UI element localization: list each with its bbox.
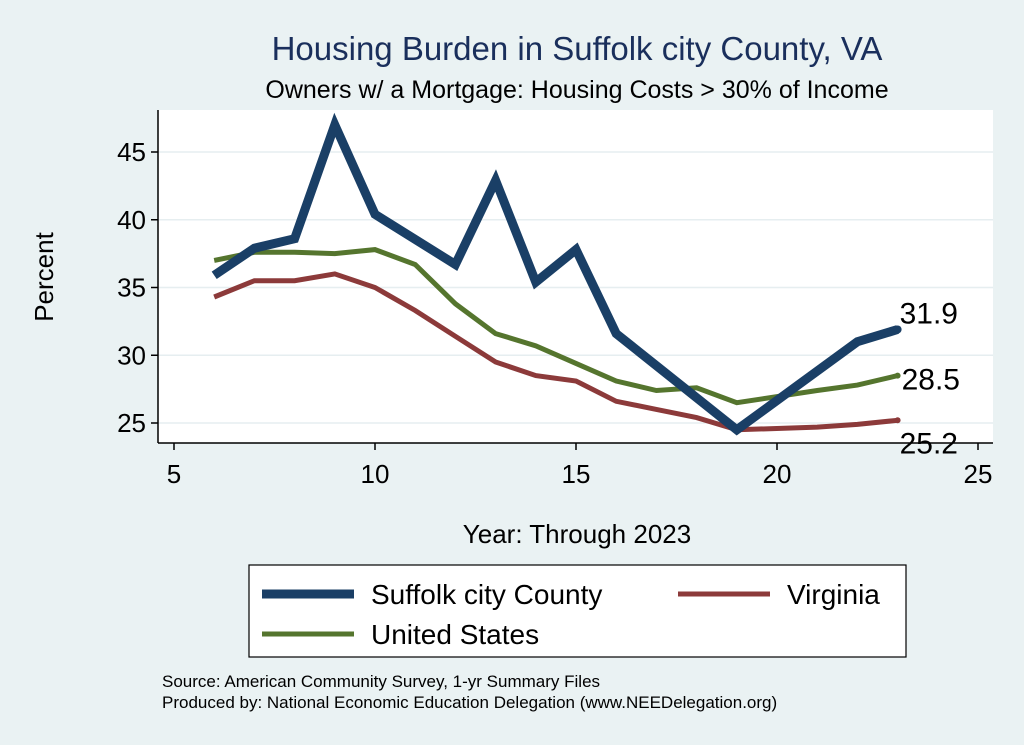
y-tick-label: 30 (117, 340, 146, 370)
series-line-united-states (213, 247, 899, 406)
y-tick-label: 40 (117, 205, 146, 235)
legend-label: United States (371, 619, 539, 650)
end-value-label: 28.5 (902, 364, 960, 397)
chart-title: Housing Burden in Suffolk city County, V… (272, 30, 883, 67)
y-tick-label: 45 (117, 137, 146, 167)
end-value-label: 25.2 (900, 427, 958, 460)
series-lines (211, 112, 902, 436)
end-point-marker (894, 417, 901, 424)
x-axis-label: Year: Through 2023 (463, 519, 691, 549)
end-value-label: 31.9 (900, 298, 958, 331)
series-line-suffolk-city-county (211, 112, 899, 436)
series-line-virginia (213, 271, 898, 433)
legend: Suffolk city County Virginia United States (262, 579, 880, 650)
produced-by-text: Produced by: National Economic Education… (162, 693, 777, 712)
x-tick-label: 25 (964, 459, 993, 489)
legend-box (248, 564, 907, 658)
legend-label: Suffolk city County (371, 579, 602, 610)
plot-area (158, 110, 993, 443)
source-text: Source: American Community Survey, 1-yr … (162, 672, 600, 691)
x-tick-label: 10 (361, 459, 390, 489)
y-axis-label: Percent (29, 231, 59, 321)
y-tick-label: 25 (117, 408, 146, 438)
axes: 25 30 35 40 45 5 10 15 20 25 (117, 110, 993, 489)
end-point-marker (894, 372, 901, 379)
end-point-marker (893, 325, 902, 334)
legend-label: Virginia (787, 579, 880, 610)
y-tick-label: 35 (117, 273, 146, 303)
x-tick-label: 5 (167, 459, 181, 489)
x-tick-label: 20 (763, 459, 792, 489)
x-tick-label: 15 (562, 459, 591, 489)
end-labels: 31.9 25.2 28.5 (900, 298, 960, 461)
chart-subtitle: Owners w/ a Mortgage: Housing Costs > 30… (265, 76, 888, 104)
